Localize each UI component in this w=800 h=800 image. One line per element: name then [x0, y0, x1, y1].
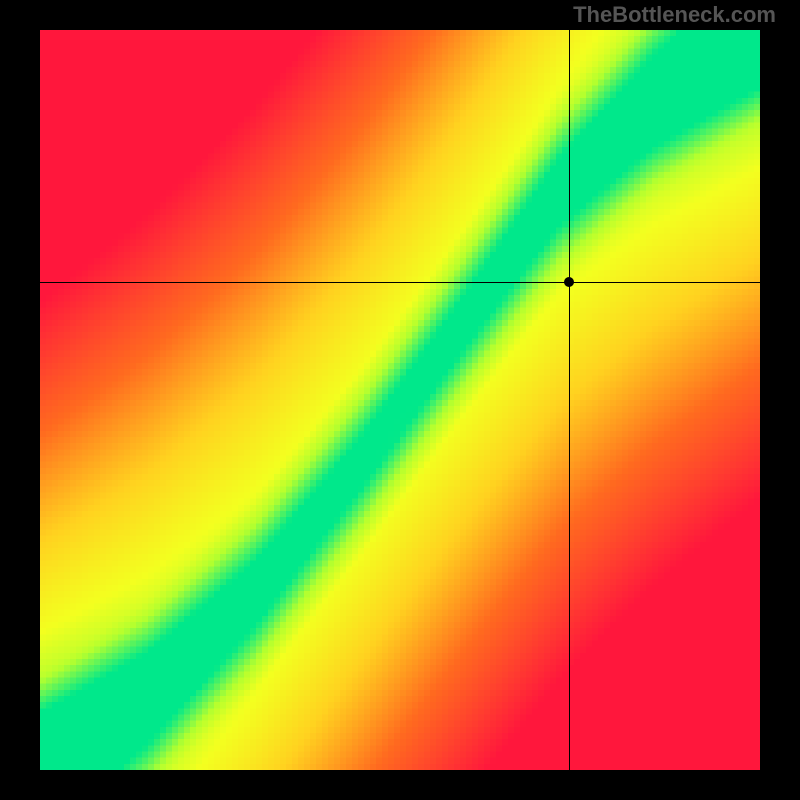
- crosshair-vertical-line: [569, 30, 570, 770]
- watermark-text: TheBottleneck.com: [573, 2, 776, 28]
- bottleneck-heatmap: [40, 30, 760, 770]
- crosshair-marker: [564, 277, 574, 287]
- chart-container: TheBottleneck.com: [0, 0, 800, 800]
- crosshair-horizontal-line: [40, 282, 760, 283]
